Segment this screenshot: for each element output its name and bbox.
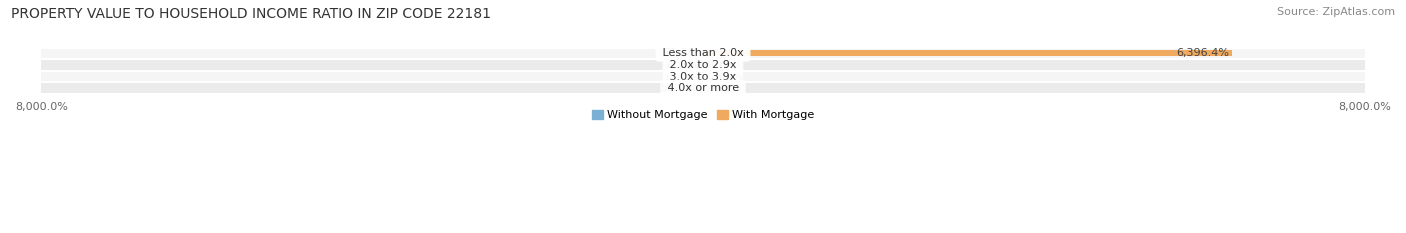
Text: Less than 2.0x: Less than 2.0x — [659, 48, 747, 58]
Text: 4.0x or more: 4.0x or more — [664, 83, 742, 93]
Text: Source: ZipAtlas.com: Source: ZipAtlas.com — [1277, 7, 1395, 17]
Text: 9.7%: 9.7% — [706, 60, 735, 70]
Text: 12.0%: 12.0% — [664, 72, 700, 82]
Text: 3.0x to 3.9x: 3.0x to 3.9x — [666, 72, 740, 82]
Text: 16.9%: 16.9% — [707, 83, 742, 93]
Bar — [703, 51, 1232, 56]
Text: 26.0%: 26.0% — [707, 72, 742, 82]
Bar — [41, 82, 1365, 94]
Text: 2.0x to 2.9x: 2.0x to 2.9x — [666, 60, 740, 70]
Bar — [41, 71, 1365, 82]
Bar — [703, 74, 706, 79]
Text: PROPERTY VALUE TO HOUSEHOLD INCOME RATIO IN ZIP CODE 22181: PROPERTY VALUE TO HOUSEHOLD INCOME RATIO… — [11, 7, 491, 21]
Bar — [41, 59, 1365, 71]
Text: 21.3%: 21.3% — [664, 48, 699, 58]
Legend: Without Mortgage, With Mortgage: Without Mortgage, With Mortgage — [592, 110, 814, 120]
Bar — [699, 85, 703, 91]
Text: 55.5%: 55.5% — [661, 83, 696, 93]
Text: 11.3%: 11.3% — [664, 60, 700, 70]
Bar — [702, 51, 703, 56]
Text: 6,396.4%: 6,396.4% — [1177, 48, 1229, 58]
Bar — [41, 48, 1365, 59]
